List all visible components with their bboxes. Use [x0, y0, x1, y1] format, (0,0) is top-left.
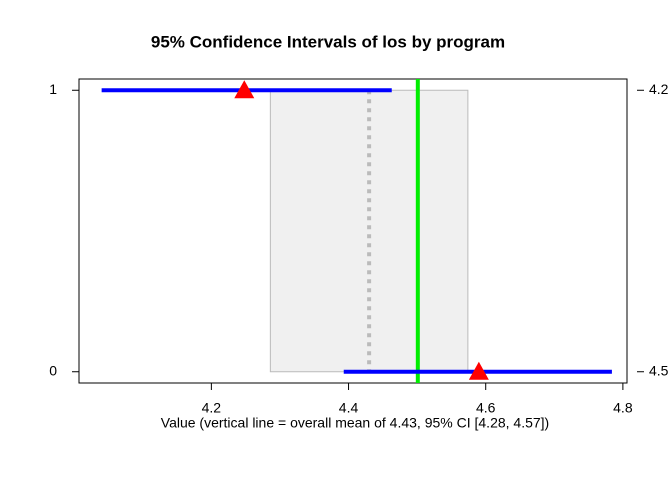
mean-marker: [234, 80, 255, 99]
y-tick-label: 0: [49, 362, 57, 378]
mean-marker: [468, 361, 489, 380]
x-tick-label: 4.6: [476, 400, 496, 416]
chart-title: 95% Confidence Intervals of los by progr…: [151, 32, 505, 51]
overall-ci-band: [269, 89, 469, 373]
right-label: 4.2: [649, 81, 669, 97]
x-axis-label: Value (vertical line = overall mean of 4…: [161, 415, 549, 431]
x-tick-label: 4.2: [202, 400, 222, 416]
y-tick-label: 1: [49, 81, 57, 97]
right-label: 4.5: [649, 362, 669, 378]
x-tick-label: 4.8: [613, 400, 633, 416]
plot-frame: [78, 78, 628, 384]
x-tick-label: 4.4: [339, 400, 359, 416]
